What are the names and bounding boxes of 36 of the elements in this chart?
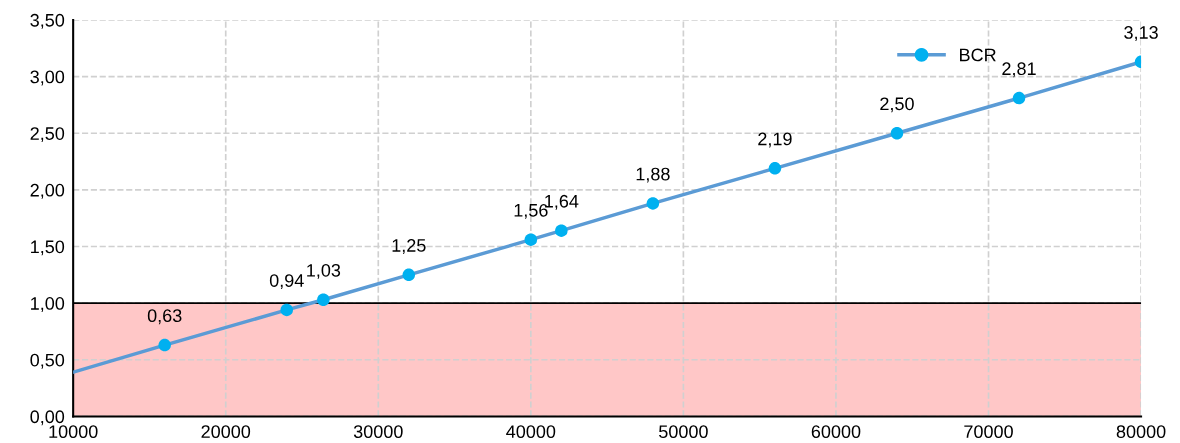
- point: [402, 268, 416, 282]
- point: [646, 197, 660, 210]
- y-tick-label: 2,50: [30, 127, 65, 143]
- y-tick-label: 0,50: [30, 353, 65, 369]
- x-tick-label: 60000: [811, 425, 861, 439]
- y-tick-label: 1,50: [31, 240, 65, 256]
- x-tick-label: 20000: [201, 425, 251, 439]
- x-tick-label: 30000: [353, 425, 403, 439]
- point: [890, 126, 904, 140]
- data-label: 3,13: [1124, 26, 1158, 41]
- data-label: 1,88: [636, 167, 670, 183]
- y-tick-label: 1,00: [31, 297, 65, 312]
- point: [317, 293, 330, 306]
- point: [158, 338, 171, 352]
- y-tick-label: 2,00: [30, 183, 65, 199]
- data-label: 0,63: [147, 309, 182, 325]
- x-tick-label: 80000: [1116, 425, 1166, 439]
- y-tick-label: 0,00: [30, 410, 65, 426]
- x-tick-label: 50000: [659, 425, 708, 439]
- data-label: 1,03: [307, 263, 341, 279]
- data-label: 0,94: [269, 274, 304, 290]
- data-label: 2,50: [880, 97, 914, 113]
- y-tick-label: 3,00: [30, 70, 65, 86]
- data-label: 2,19: [758, 132, 792, 148]
- legend-label: BCR: [960, 48, 996, 62]
- y-tick-label: 3,50: [30, 13, 65, 29]
- point: [768, 162, 782, 175]
- point: [524, 233, 538, 246]
- point: [555, 224, 568, 237]
- data-label: 1,25: [392, 239, 426, 254]
- point: [1012, 91, 1026, 105]
- x-tick-label: 40000: [506, 425, 556, 439]
- x-tick-label: 70000: [964, 425, 1013, 439]
- point: [280, 303, 293, 317]
- x-tick-label: 10000: [49, 425, 98, 439]
- data-label: 2,81: [1002, 62, 1036, 78]
